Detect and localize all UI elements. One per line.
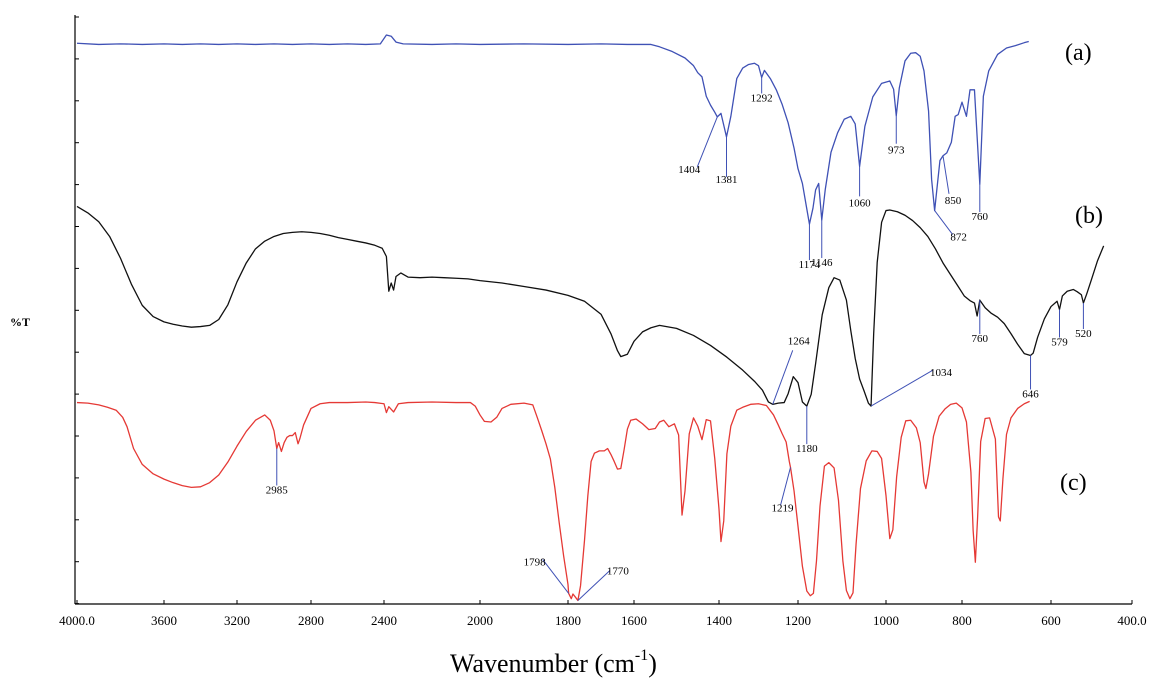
panel-label-b: (b) [1075,203,1103,229]
annotation-leader [934,210,954,235]
annotation-label: 872 [950,232,967,244]
x-tick-label: 400.0 [1117,613,1146,628]
annotation-label: 579 [1051,337,1068,349]
annotation-label: 520 [1075,328,1092,340]
x-tick-label: 4000.0 [59,613,95,628]
x-tick-label: 1200 [785,613,811,628]
annotation-label: 1264 [788,335,811,347]
annotation-label: 2985 [266,485,289,497]
annotation-leader [870,369,934,407]
annotation-label: 1146 [811,257,833,269]
x-axis-label-close: ) [648,649,657,678]
series-line-b [76,205,1105,407]
x-axis-label-main: Wavenumber (cm [450,649,635,678]
annotation-leader [577,570,611,601]
annotation-label: 1404 [678,164,701,176]
x-tick-label: 1000 [873,613,899,628]
x-axis-label-superscript: -1 [635,647,648,664]
annotation-label: 1219 [771,502,794,514]
x-axis-tick-labels: 4000.0 3600 3200 2800 2400 2000 1800 1600 1400 12… [59,613,1147,628]
annotation-label: 850 [945,195,962,207]
annotation-label: 1174 [799,259,821,271]
annotation-label: 1034 [930,367,953,379]
x-axis-ticks [76,600,1133,604]
annotation-label: 973 [888,145,905,157]
annotation-label: 1798 [524,556,547,568]
y-axis-label: %T [10,315,30,329]
x-tick-label: 600 [1041,613,1061,628]
x-tick-label: 2000 [467,613,493,628]
annotation-leader [542,559,570,594]
annotation-leader [696,116,718,168]
x-tick-label: 1400 [706,613,732,628]
annotation-leader [780,467,791,506]
x-tick-label: 3200 [224,613,250,628]
annotation-label: 760 [972,333,989,345]
series-line-c [76,400,1030,602]
annotation-label: 1381 [716,174,738,186]
panel-label-a: (a) [1065,40,1092,66]
x-axis-label: Wavenumber (cm-1) [450,647,657,678]
annotation-label: 760 [972,211,989,223]
x-tick-label: 1800 [555,613,581,628]
panel-label-c: (c) [1060,470,1087,496]
x-tick-label: 3600 [151,613,177,628]
annotation-label: 646 [1022,388,1039,400]
annotation-leader [942,155,950,194]
annotation-label: 1180 [796,443,818,455]
annotation-leader [772,350,794,405]
x-tick-label: 1600 [621,613,647,628]
annotation-label: 1770 [607,565,630,577]
annotation-label: 1060 [849,197,872,209]
x-tick-label: 2800 [298,613,324,628]
x-tick-label: 800 [952,613,972,628]
annotation-label: 1292 [751,92,773,104]
series-line-a [76,34,1029,225]
spectra-layer [76,34,1105,602]
x-tick-label: 2400 [371,613,397,628]
